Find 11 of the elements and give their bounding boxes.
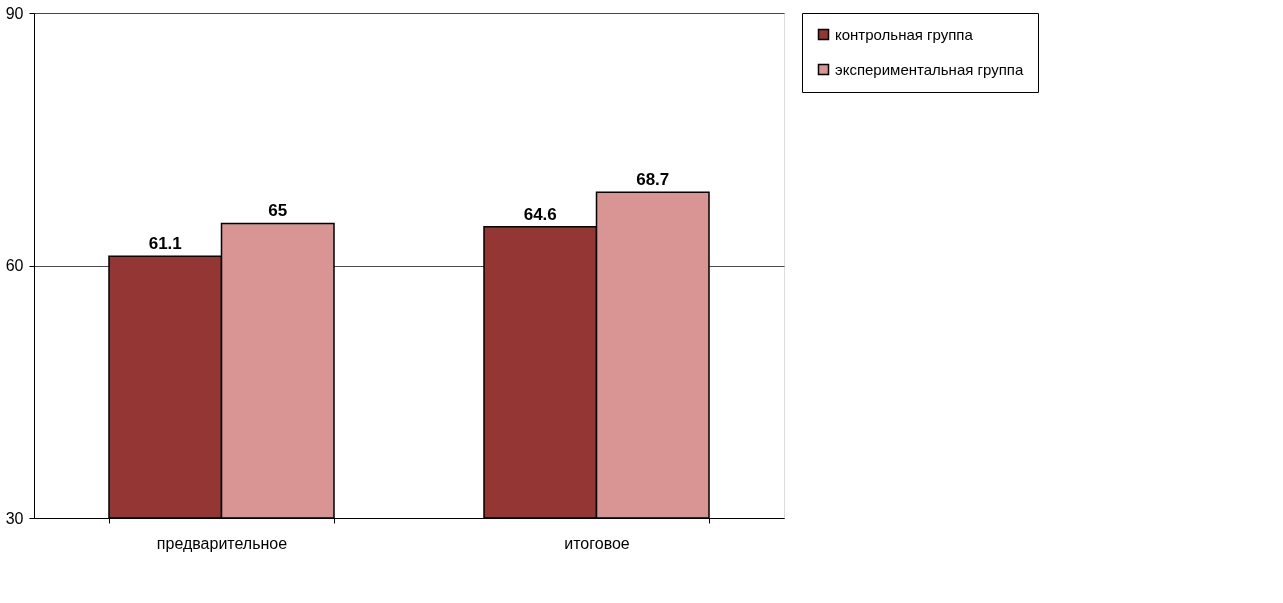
legend-label: контрольная группа bbox=[835, 25, 974, 43]
data-label: 61.1 bbox=[148, 234, 182, 254]
y-tick-label: 90 bbox=[5, 4, 24, 22]
y-tick-label: 30 bbox=[5, 509, 24, 527]
x-tick-label: итоговое bbox=[564, 534, 630, 552]
data-label: 64.6 bbox=[523, 204, 557, 224]
data-label: 65 bbox=[268, 201, 288, 221]
y-tick-label: 60 bbox=[5, 257, 24, 274]
x-tick-label: предварительное bbox=[156, 534, 288, 552]
data-label: 68.7 bbox=[636, 170, 670, 190]
legend-label: экспериментальная группа bbox=[835, 60, 1024, 78]
